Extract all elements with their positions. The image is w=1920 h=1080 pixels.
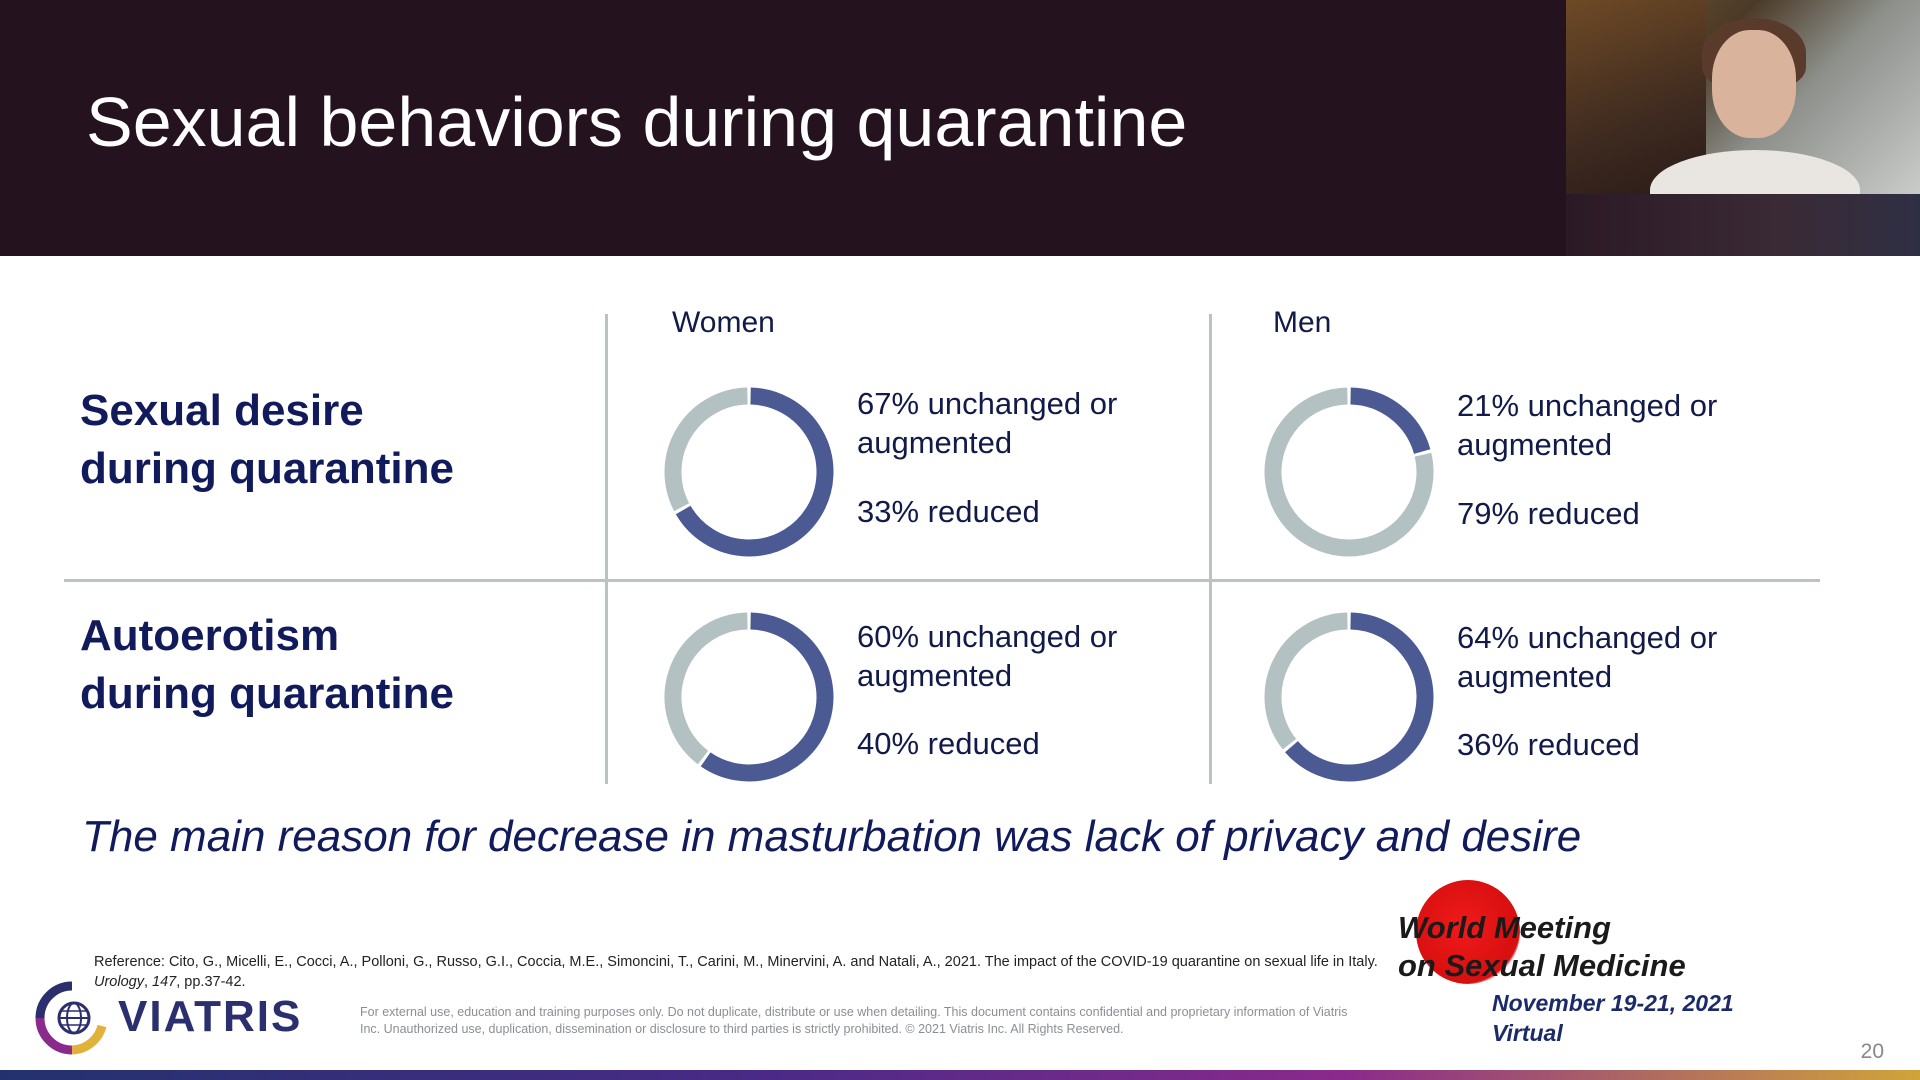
stat-line: augmented — [857, 658, 1013, 693]
event-dates: November 19-21, 2021 — [1492, 990, 1734, 1016]
reference-pages: , pp.37-42. — [176, 974, 246, 990]
stat-desire-men-unchanged: 21% unchanged or augmented — [1457, 386, 1717, 464]
stat-autoerotism-men-reduced: 36% reduced — [1457, 727, 1640, 762]
conclusion-text: The main reason for decrease in masturba… — [82, 812, 1582, 861]
bottom-accent-bar — [0, 1070, 1920, 1080]
reference-journal: Urology — [94, 974, 144, 990]
donut-chart-desire-women — [664, 387, 834, 557]
donut-slice-unchanged-or-augmented — [700, 612, 834, 782]
slide-title: Sexual behaviors during quarantine — [86, 83, 1188, 161]
stat-line: 67% unchanged or — [857, 386, 1118, 421]
row-label-line: Autoerotism — [80, 611, 340, 660]
grid-divider-horizontal — [64, 579, 1820, 582]
event-format: Virtual — [1492, 1020, 1563, 1046]
reference-citation: Reference: Cito, G., Micelli, E., Cocci,… — [94, 952, 1384, 992]
page-number: 20 — [1860, 1040, 1884, 1063]
donut-slice-unchanged-or-augmented — [1350, 387, 1431, 455]
donut-chart-desire-men — [1264, 387, 1434, 557]
event-name-line1: World Meeting — [1398, 910, 1611, 945]
legal-disclaimer: For external use, education and training… — [360, 1005, 1348, 1036]
grid-divider-vertical-1 — [605, 314, 608, 784]
row-label-sexual-desire: Sexual desire during quarantine — [80, 382, 454, 498]
donut-chart-autoerotism-women — [664, 612, 834, 782]
donut-slice-reduced — [664, 387, 748, 512]
stat-line: 60% unchanged or — [857, 619, 1118, 654]
donut-chart-autoerotism-men — [1264, 612, 1434, 782]
reference-text: Reference: Cito, G., Micelli, E., Cocci,… — [94, 954, 1378, 970]
presenter-video — [1566, 0, 1920, 194]
stat-line: augmented — [1457, 427, 1613, 462]
stat-line: augmented — [1457, 659, 1613, 694]
video-strip — [1566, 194, 1920, 256]
event-name-line2: on Sexual Medicine — [1398, 948, 1686, 983]
viatris-logo-text: VIATRIS — [118, 992, 303, 1041]
stat-line: 64% unchanged or — [1457, 620, 1718, 655]
column-header-men: Men — [1273, 306, 1332, 339]
row-label-autoerotism: Autoerotism during quarantine — [80, 607, 454, 723]
stat-line: 21% unchanged or — [1457, 388, 1718, 423]
event-logo-circle — [1416, 880, 1520, 984]
column-header-women: Women — [672, 306, 775, 339]
stat-line: augmented — [857, 425, 1013, 460]
stat-desire-men-reduced: 79% reduced — [1457, 496, 1640, 531]
reference-separator: , — [143, 974, 153, 990]
donut-slice-reduced — [1264, 387, 1434, 557]
row-label-line: during quarantine — [80, 669, 454, 718]
stat-autoerotism-men-unchanged: 64% unchanged or augmented — [1457, 618, 1717, 696]
stat-autoerotism-women-reduced: 40% reduced — [857, 726, 1040, 761]
donut-slice-unchanged-or-augmented — [1285, 612, 1434, 782]
stat-desire-women-reduced: 33% reduced — [857, 494, 1040, 529]
grid-divider-vertical-2 — [1209, 314, 1212, 784]
donut-slice-reduced — [1264, 612, 1348, 750]
row-label-line: during quarantine — [80, 444, 454, 493]
presenter-face — [1712, 30, 1796, 138]
row-label-line: Sexual desire — [80, 386, 364, 435]
reference-volume: 147 — [152, 974, 177, 990]
donut-slice-reduced — [664, 612, 748, 765]
stat-desire-women-unchanged: 67% unchanged or augmented — [857, 384, 1117, 462]
viatris-globe-icon — [35, 981, 107, 1055]
stat-autoerotism-women-unchanged: 60% unchanged or augmented — [857, 617, 1117, 695]
donut-slice-unchanged-or-augmented — [675, 387, 834, 557]
